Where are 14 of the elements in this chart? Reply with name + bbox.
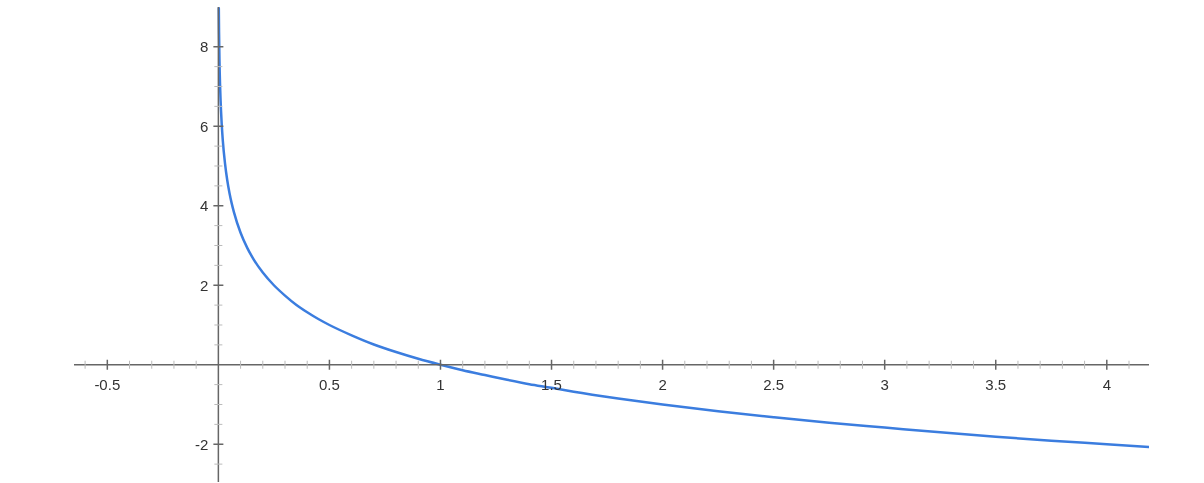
- y-tick-label: 8: [200, 38, 209, 56]
- y-tick-label: -2: [195, 435, 209, 453]
- x-tick-label: 4: [1102, 375, 1111, 393]
- x-tick-label: 3.5: [985, 375, 1007, 393]
- x-tick-label: 3: [880, 375, 889, 393]
- x-tick-label: 2: [658, 375, 667, 393]
- x-tick-label: 0.5: [318, 375, 340, 393]
- y-tick-label: 2: [200, 276, 209, 294]
- y-tick-label: 4: [200, 197, 209, 215]
- x-tick-label: 1: [436, 375, 445, 393]
- x-tick-label: -0.5: [94, 375, 121, 393]
- line-series: [217, 7, 1149, 449]
- y-tick-label: 6: [200, 117, 209, 135]
- x-tick-label: 2.5: [763, 375, 785, 393]
